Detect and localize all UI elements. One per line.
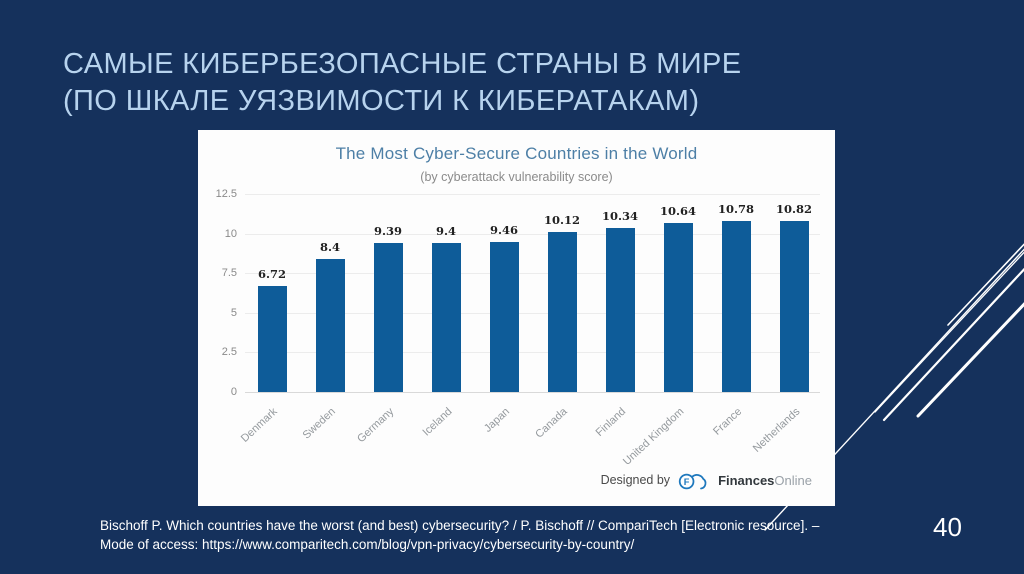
chart-subtitle: (by cyberattack vulnerability score) (420, 170, 613, 184)
bar-value-label: 6.72 (257, 266, 287, 281)
citation: Bischoff P. Which countries have the wor… (100, 516, 819, 554)
bar-value-label: 9.39 (373, 224, 403, 239)
chart-credit: Designed by F FinancesOnline (601, 468, 812, 492)
bar-value-label: 10.12 (543, 212, 581, 227)
bar-japan (489, 242, 519, 392)
bar-value-label: 9.4 (435, 224, 457, 239)
bar-germany (373, 243, 403, 392)
credit-text: Designed by (600, 473, 671, 487)
y-axis-tick-label: 2.5 (221, 346, 237, 359)
gridline (245, 352, 820, 354)
financesonline-logo-icon: F (678, 473, 707, 490)
y-axis-tick-label: 12.5 (215, 188, 237, 200)
page-number: 40 (933, 512, 962, 542)
gridline (245, 194, 820, 195)
bar-iceland (431, 243, 461, 392)
citation-line2: Mode of access: https://www.comparitech.… (100, 537, 635, 552)
gridline (245, 312, 820, 314)
bar-france (721, 221, 751, 392)
bar-sweden (315, 258, 345, 392)
bar-value-label: 9.46 (489, 223, 519, 238)
gridline (245, 233, 820, 235)
y-axis-tick-label: 7.5 (221, 267, 237, 280)
bar-value-label: 8.4 (319, 239, 341, 254)
bar-netherlands (779, 220, 809, 392)
bar-value-label: 10.82 (775, 201, 813, 216)
svg-text:F: F (684, 477, 690, 487)
brand-finances: Finances (718, 472, 775, 488)
bar-value-label: 10.64 (659, 204, 697, 219)
y-axis-tick-label: 5 (230, 306, 237, 319)
brand-text: FinancesOnline (718, 473, 812, 488)
bar-united-kingdom (663, 223, 693, 392)
citation-line1: Bischoff P. Which countries have the wor… (100, 518, 820, 533)
y-axis-tick-label: 10 (224, 227, 237, 240)
chart-card: The Most Cyber-Secure Countries in the W… (198, 130, 835, 506)
chart-title: The Most Cyber-Secure Countries in the W… (335, 144, 698, 163)
brand-online: Online (774, 472, 812, 488)
slide-title-line1: САМЫЕ КИБЕРБЕЗОПАСНЫЕ СТРАНЫ В МИРЕ (63, 48, 742, 80)
y-axis-tick-label: 0 (230, 386, 237, 398)
bar-denmark (257, 285, 287, 392)
bar-value-label: 10.34 (601, 209, 639, 224)
slide-title: САМЫЕ КИБЕРБЕЗОПАСНЫЕ СТРАНЫ В МИРЕ (ПО Ш… (63, 46, 742, 120)
gridline (245, 392, 820, 393)
plot-area: 0 2.5 5 7.5 10 12.5 6.72 Denmark 8.4 Sweden 9.39 Ge… (216, 188, 820, 468)
bar-canada (547, 231, 577, 392)
bar-value-label: 10.78 (717, 202, 755, 217)
gridline (245, 273, 820, 275)
bar-finland (605, 228, 635, 392)
slide-title-line2: (ПО ШКАЛЕ УЯЗВИМОСТИ К КИБЕРАТАКАМ) (63, 85, 700, 117)
